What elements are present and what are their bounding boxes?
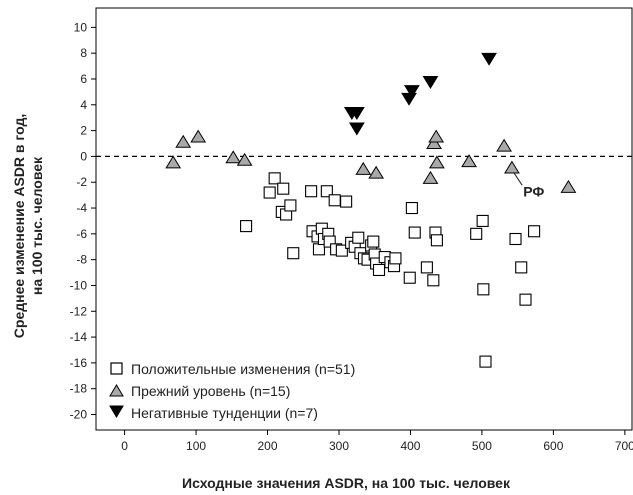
x-axis-title: Исходные значения ASDR, на 100 тыс. чело… (182, 475, 511, 491)
x-tick-label: 500 (472, 439, 492, 453)
y-tick-label: 2 (80, 124, 87, 138)
data-point-positive (405, 201, 418, 215)
data-point-positive (519, 293, 532, 306)
data-point-positive (389, 252, 402, 265)
y-axis-title-line1: Среднее изменение ASDR в год, (11, 114, 27, 338)
data-point-positive (372, 263, 386, 277)
y-tick-label: -2 (76, 175, 87, 189)
data-point-positive (305, 185, 318, 198)
data-point-stable (355, 161, 372, 175)
data-point-negative (348, 122, 365, 136)
legend: Положительные изменения (n=51) Прежний у… (109, 361, 355, 421)
y-tick-label: 0 (80, 149, 87, 163)
y-tick-label: -8 (76, 253, 87, 267)
legend-label-stable: Прежний уровень (n=15) (131, 383, 290, 399)
x-tick-label: 100 (186, 439, 206, 453)
data-point-stable (496, 138, 512, 152)
data-point-stable (426, 136, 442, 150)
data-point-positive (277, 182, 290, 195)
y-tick-label: -14 (70, 330, 88, 344)
data-point-stable (368, 165, 385, 179)
y-axis-title-group: Среднее изменение ASDR в год, на 100 тыс… (11, 114, 45, 338)
x-tick-label: 0 (121, 439, 128, 453)
data-point-positive (470, 227, 483, 240)
data-point-positive (284, 199, 297, 212)
data-point-positive (408, 226, 421, 239)
y-tick-label: -12 (70, 304, 88, 318)
legend-background (97, 355, 437, 425)
data-point-positive (320, 185, 333, 198)
points-layer (165, 52, 577, 368)
y-tick-label: -10 (70, 278, 88, 292)
data-point-positive (352, 231, 365, 244)
legend-marker-triangle-down-icon (109, 405, 124, 418)
data-point-positive (323, 235, 336, 248)
data-point-positive (420, 261, 433, 274)
data-point-positive (312, 243, 326, 256)
y-tick-label: -4 (76, 201, 87, 215)
legend-item-stable: Прежний уровень (n=15) (109, 383, 290, 399)
y-tick-label: 6 (80, 72, 87, 86)
x-tick-label: 300 (329, 439, 349, 453)
data-point-positive (528, 225, 541, 238)
data-point-stable (560, 179, 577, 193)
data-point-negative (422, 76, 439, 90)
legend-label-positive: Положительные изменения (n=51) (131, 361, 355, 377)
legend-label-negative: Негативные тунденции (n=7) (131, 405, 318, 421)
data-point-stable (225, 150, 242, 164)
data-point-negative (481, 52, 497, 66)
data-point-stable (236, 152, 253, 166)
data-point-positive (335, 244, 348, 257)
data-point-positive (477, 283, 490, 296)
data-point-positive (479, 355, 492, 368)
data-point-positive (476, 214, 489, 227)
data-point-stable (428, 129, 445, 143)
data-point-stable (165, 155, 182, 169)
data-point-positive (268, 172, 281, 185)
plot-frame (95, 7, 633, 431)
legend-marker-square-icon (110, 362, 123, 375)
data-point-positive (240, 220, 253, 233)
data-point-stable (190, 129, 207, 143)
data-point-stable (422, 170, 439, 184)
x-tick-label: 700 (615, 439, 633, 453)
annotation-leader-line (513, 173, 523, 186)
data-point-positive (287, 247, 300, 260)
data-point-positive (509, 232, 522, 246)
data-point-stable (504, 160, 520, 174)
legend-marker-triangle-up-icon (109, 384, 124, 397)
y-tick-label: -16 (70, 356, 88, 370)
y-tick-label: -6 (76, 227, 87, 241)
data-point-positive (340, 195, 353, 208)
legend-item-positive: Положительные изменения (n=51) (110, 361, 355, 377)
annotation-label: РФ (523, 183, 544, 199)
data-point-positive (263, 186, 276, 199)
tick-layer: 10 8 6 4 2 0 -2 -4 -6 -8 -10 -12 -14 -16 -18 -20 0 100 200… (70, 20, 633, 453)
data-point-positive (367, 235, 380, 248)
y-tick-label: 10 (74, 20, 88, 34)
y-tick-label: 4 (80, 98, 87, 112)
data-point-positive (515, 261, 528, 274)
y-tick-label: -18 (70, 382, 88, 396)
data-point-positive (427, 274, 440, 287)
data-point-negative (348, 107, 365, 120)
data-point-positive (430, 234, 443, 247)
x-tick-label: 600 (543, 439, 563, 453)
legend-item-negative: Негативные тунденции (n=7) (109, 405, 318, 421)
data-point-negative (403, 85, 420, 99)
data-point-stable (429, 155, 445, 169)
data-point-stable (175, 134, 192, 148)
y-tick-label: -20 (70, 408, 88, 422)
data-point-stable (461, 154, 477, 168)
plot-frame-layer (95, 7, 633, 431)
x-tick-label: 200 (258, 439, 278, 453)
y-axis-title-line2: на 100 тыс. человек (29, 156, 45, 295)
y-tick-label: 8 (80, 46, 87, 60)
data-point-negative (401, 92, 417, 106)
data-point-positive (328, 194, 341, 207)
x-tick-label: 400 (400, 439, 420, 453)
data-point-positive (403, 271, 416, 284)
